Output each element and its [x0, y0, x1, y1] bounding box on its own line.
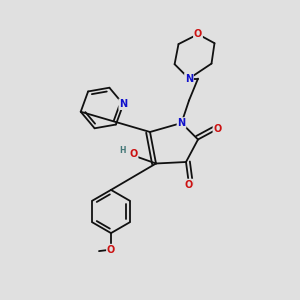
- Text: N: N: [177, 118, 186, 128]
- Text: O: O: [107, 244, 115, 255]
- Text: H: H: [119, 146, 125, 155]
- Text: O: O: [185, 179, 193, 190]
- Text: O: O: [213, 124, 222, 134]
- Text: O: O: [194, 29, 202, 39]
- Text: N: N: [119, 99, 127, 109]
- Text: N: N: [185, 74, 193, 84]
- Text: O: O: [129, 149, 138, 159]
